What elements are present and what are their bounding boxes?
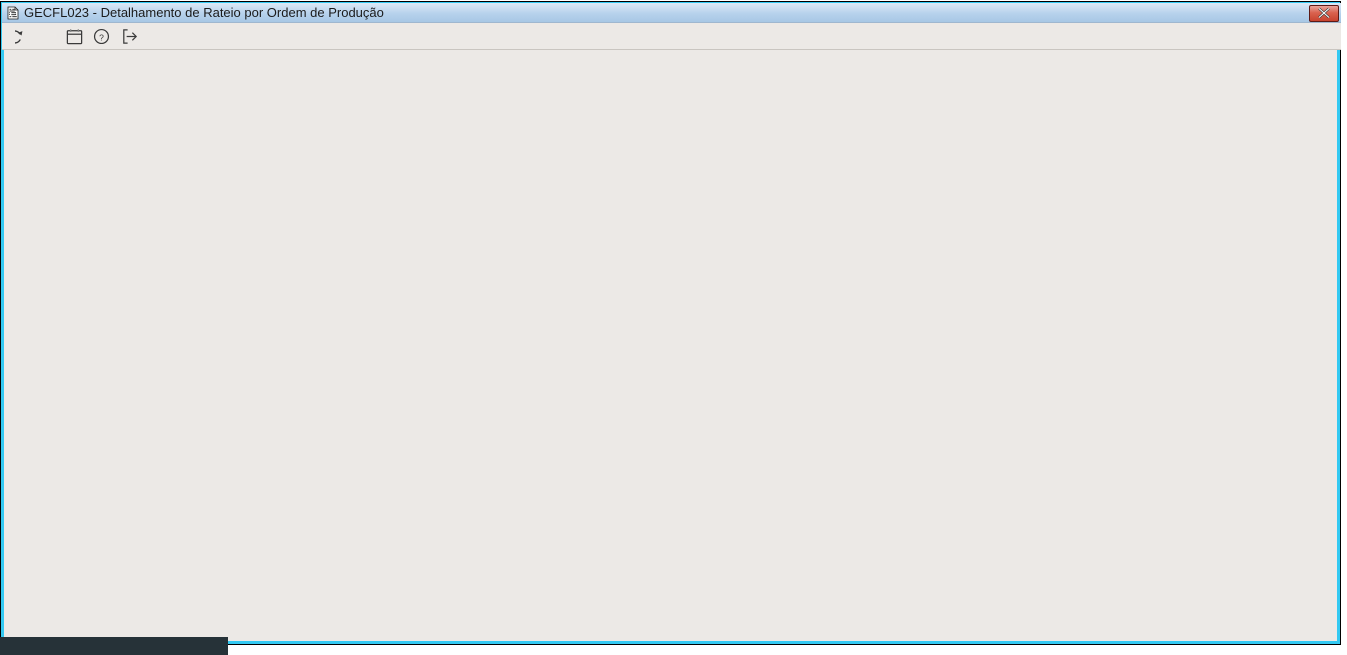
svg-text:?: ? — [99, 33, 104, 43]
